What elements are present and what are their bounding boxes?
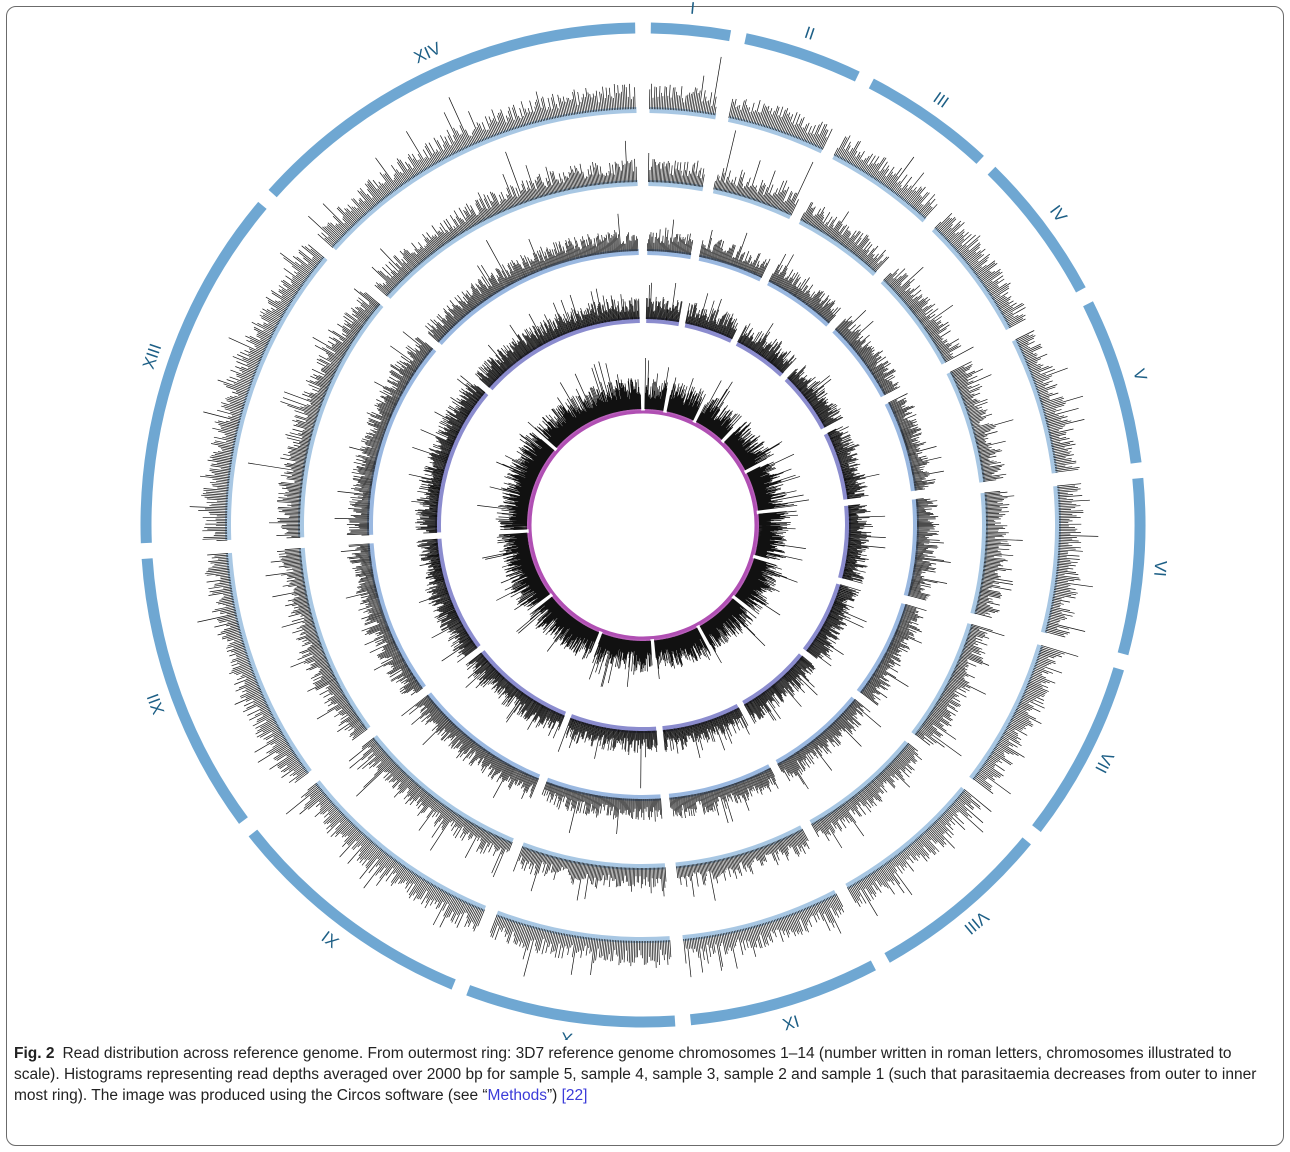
chromosome-label-x: X (560, 1028, 574, 1040)
chromosome-band-xii (141, 558, 248, 824)
chromosome-label-iii: III (930, 88, 953, 112)
caption-text: Read distribution across reference genom… (14, 1045, 1257, 1104)
chromosome-label-xiv: XIV (411, 38, 444, 67)
chromosome-ring (140, 22, 1146, 1028)
histogram-ring-sample-5 (189, 56, 1099, 978)
chromosome-band-ix (690, 960, 876, 1026)
chromosome-band-xi (248, 829, 456, 990)
histogram-ring-sample-1 (477, 357, 810, 687)
methods-link[interactable]: Methods (487, 1087, 547, 1104)
chromosome-label-vi: VI (1150, 560, 1170, 578)
chromosome-label-vii: VII (1091, 749, 1117, 776)
histogram-ring-sample-4 (247, 130, 1023, 901)
chromosome-band-vi (1117, 477, 1146, 656)
caption-text-end: ”) (546, 1087, 562, 1104)
chromosome-band-i (650, 22, 732, 42)
histogram-ring-sample-3 (334, 213, 951, 835)
read-depth-histograms (189, 56, 1099, 978)
chromosome-band-v (1083, 301, 1142, 464)
chromosome-label-ii: II (802, 23, 817, 44)
chromosome-label-iv: IV (1046, 202, 1071, 227)
chromosome-label-i: I (689, 0, 696, 18)
chromosome-band-x (466, 985, 676, 1028)
chromosome-label-ix: IX (780, 1011, 801, 1034)
figure-label: Fig. 2 (14, 1045, 55, 1062)
chromosome-label-xi: XI (318, 927, 342, 952)
chromosome-band-xiv (268, 22, 636, 198)
chromosome-band-xiii (140, 201, 267, 544)
reference-link[interactable]: [22] (561, 1087, 588, 1104)
chromosome-label-v: V (1129, 367, 1151, 384)
chromosome-band-iii (868, 78, 984, 164)
inner-core (528, 410, 758, 640)
histogram-ring-sample-2 (408, 282, 886, 789)
chromosome-label-xiii: XIII (139, 341, 165, 371)
chromosome-band-iv (987, 166, 1086, 293)
chromosome-band-ii (744, 33, 860, 82)
chromosome-label-viii: VIII (961, 907, 993, 938)
chromosome-label-xii: XII (143, 691, 168, 717)
figure-caption: Fig. 2 Read distribution across reference… (14, 1043, 1270, 1106)
chromosome-band-viii (884, 837, 1031, 963)
chromosome-band-vii (1032, 667, 1124, 832)
